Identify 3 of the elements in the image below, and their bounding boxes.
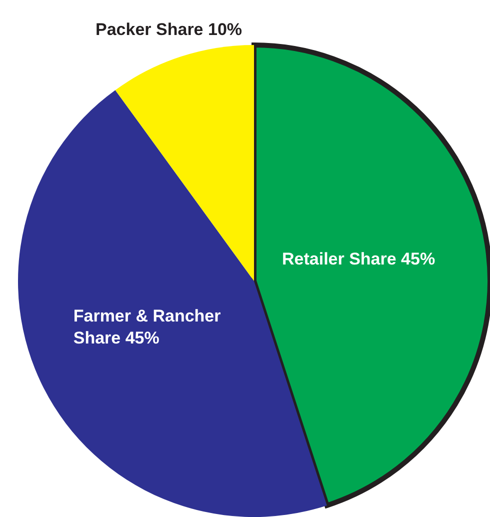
slice-label: Farmer & Rancher Share 45% bbox=[73, 306, 222, 347]
slice-label: Packer Share 10% bbox=[96, 20, 242, 39]
slice-label: Retailer Share 45% bbox=[282, 249, 436, 268]
